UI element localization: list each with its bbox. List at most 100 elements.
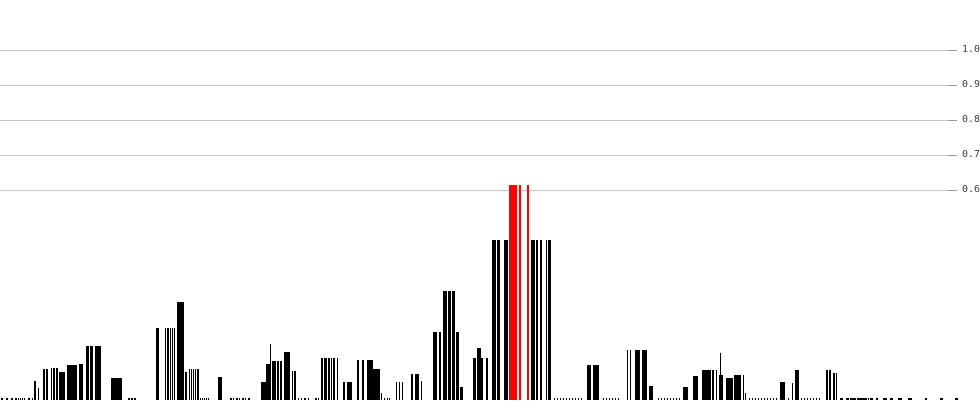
bar bbox=[491, 240, 496, 400]
bar bbox=[164, 327, 166, 400]
bar bbox=[568, 397, 570, 400]
bar bbox=[829, 369, 832, 400]
bar bbox=[536, 240, 539, 400]
bar bbox=[328, 358, 330, 400]
bar bbox=[24, 397, 25, 400]
y-axis-tick-label: 0.8 bbox=[962, 114, 980, 125]
bar bbox=[857, 398, 867, 400]
bar bbox=[792, 383, 794, 400]
bar bbox=[615, 397, 616, 400]
y-axis-tick bbox=[948, 190, 957, 191]
bar bbox=[200, 397, 201, 400]
bar bbox=[752, 397, 753, 400]
bar bbox=[128, 397, 130, 400]
bar bbox=[99, 346, 102, 400]
bar bbox=[840, 398, 843, 400]
bar bbox=[131, 397, 133, 400]
bar bbox=[664, 397, 665, 400]
bar bbox=[389, 397, 390, 400]
bar bbox=[898, 398, 902, 400]
bar bbox=[755, 397, 756, 400]
bar bbox=[580, 397, 582, 400]
bar bbox=[188, 368, 190, 400]
bar bbox=[230, 397, 232, 400]
bar bbox=[196, 368, 199, 400]
bar bbox=[940, 398, 944, 400]
bar bbox=[670, 397, 671, 400]
highlighted-bar bbox=[519, 185, 521, 400]
bar bbox=[383, 397, 385, 400]
bar bbox=[448, 291, 451, 400]
bar bbox=[749, 397, 750, 400]
bar bbox=[539, 240, 542, 400]
bar bbox=[667, 397, 668, 400]
bar bbox=[380, 393, 382, 400]
bar bbox=[801, 397, 802, 400]
bar bbox=[184, 371, 188, 400]
bar bbox=[46, 368, 48, 400]
bar bbox=[452, 291, 455, 400]
bar bbox=[562, 397, 564, 400]
bar bbox=[410, 374, 413, 400]
bar bbox=[804, 397, 805, 400]
bar bbox=[702, 369, 707, 400]
bar bbox=[78, 363, 83, 400]
bar bbox=[218, 376, 220, 400]
bar bbox=[261, 381, 266, 400]
bar bbox=[318, 397, 319, 400]
bar bbox=[82, 365, 84, 400]
bar bbox=[603, 397, 604, 400]
bar bbox=[279, 361, 282, 400]
bar bbox=[414, 374, 419, 400]
bar bbox=[794, 369, 797, 400]
bar bbox=[43, 368, 45, 400]
bar bbox=[204, 397, 205, 400]
bar bbox=[472, 357, 476, 400]
bar bbox=[692, 375, 698, 400]
bar bbox=[816, 397, 817, 400]
bar bbox=[304, 397, 306, 400]
bar bbox=[925, 398, 928, 400]
bar bbox=[726, 378, 733, 400]
y-axis-tick bbox=[948, 85, 957, 86]
bar bbox=[577, 397, 579, 400]
bar bbox=[386, 397, 388, 400]
bar bbox=[481, 357, 484, 400]
bar bbox=[780, 381, 785, 400]
bar bbox=[813, 397, 814, 400]
bar bbox=[787, 397, 789, 400]
bar bbox=[504, 240, 508, 400]
bar bbox=[194, 368, 196, 400]
bar bbox=[294, 370, 296, 400]
bar bbox=[22, 397, 23, 400]
bar bbox=[574, 397, 576, 400]
bar bbox=[167, 327, 170, 400]
gridline bbox=[0, 155, 948, 156]
bar bbox=[456, 331, 459, 400]
bar bbox=[648, 386, 653, 400]
bar bbox=[658, 397, 659, 400]
bar bbox=[56, 368, 58, 400]
bar bbox=[366, 359, 374, 400]
bar bbox=[277, 361, 279, 400]
bar bbox=[272, 361, 276, 400]
bar bbox=[807, 397, 808, 400]
bar bbox=[53, 368, 55, 400]
bar bbox=[676, 397, 677, 400]
y-axis-tick bbox=[948, 50, 957, 51]
bar bbox=[742, 375, 744, 400]
bar bbox=[190, 368, 192, 400]
bar bbox=[770, 397, 771, 400]
bar bbox=[202, 397, 203, 400]
bar bbox=[548, 240, 551, 400]
bar bbox=[545, 240, 547, 400]
bar bbox=[559, 397, 561, 400]
y-axis-tick bbox=[948, 155, 957, 156]
bar bbox=[28, 397, 30, 400]
bar bbox=[908, 398, 912, 400]
bar bbox=[398, 381, 400, 400]
bar bbox=[208, 397, 209, 400]
bar bbox=[565, 397, 567, 400]
bar bbox=[236, 397, 238, 400]
